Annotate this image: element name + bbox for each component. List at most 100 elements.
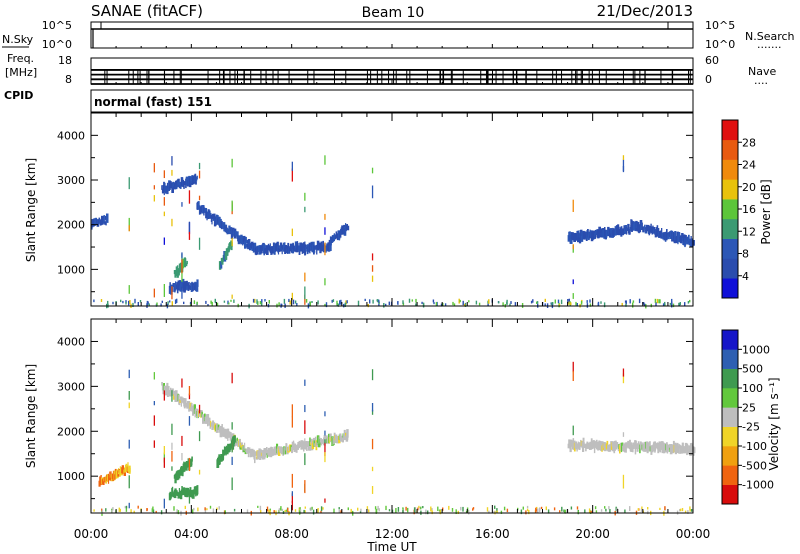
echo-cell (127, 462, 129, 472)
echo-cell (184, 182, 186, 185)
noise-streak (371, 486, 374, 494)
echo-cell (646, 441, 649, 449)
echo-cell (176, 490, 178, 494)
ground-scatter-cell (155, 510, 157, 514)
echo-cell (186, 463, 188, 471)
noise-streak (371, 409, 374, 415)
noise-streak (231, 237, 233, 247)
noise-streak (128, 225, 130, 232)
echo-cell (239, 445, 242, 450)
echo-cell (580, 229, 583, 240)
ground-scatter-cell (340, 510, 342, 514)
noise-streak (291, 416, 293, 428)
echo-cell (198, 410, 200, 417)
noise-streak (128, 402, 130, 409)
echo-cell (244, 442, 246, 451)
power-cbar-tick-label: 24 (742, 159, 756, 172)
ground-scatter-cell (331, 299, 333, 303)
ground-scatter-cell (687, 301, 690, 304)
ground-scatter-cell (378, 303, 380, 306)
noise-streak (291, 404, 293, 418)
echo-cell (244, 240, 247, 249)
noise-streak (171, 488, 173, 496)
ground-scatter-cell (261, 299, 263, 303)
ground-scatter-cell (402, 510, 404, 514)
noise-streak (128, 369, 130, 379)
echo-cell (587, 234, 590, 241)
noise-streak (291, 491, 293, 497)
ground-scatter-cell (333, 508, 335, 513)
echo-cell (582, 230, 585, 240)
ground-scatter-cell (551, 302, 553, 306)
power-colorbar: 4 8 12 16 20 24 28 (721, 119, 756, 299)
noise-streak (304, 192, 306, 201)
ground-scatter-cell (460, 506, 462, 511)
ground-scatter-cell (419, 507, 421, 510)
echo-cell (175, 281, 177, 291)
noise-streak (304, 420, 306, 434)
ground-scatter-cell (320, 510, 322, 514)
echo-cell (234, 230, 237, 236)
noise-streak (188, 494, 191, 504)
noise-streak (622, 159, 625, 173)
ground-scatter-cell (129, 300, 131, 304)
echo-cell (333, 437, 335, 445)
noise-streak (371, 253, 374, 261)
echo-cell (175, 180, 177, 188)
ground-scatter-cell (268, 509, 270, 514)
vel-cbar-swatch (722, 426, 738, 447)
ground-scatter-cell (294, 509, 297, 512)
ground-scatter-cell (584, 509, 586, 513)
ground-scatter-cell (298, 507, 300, 513)
noise-streak (371, 275, 374, 282)
echo-cell (627, 223, 630, 231)
echo-cell (319, 438, 322, 443)
noise-streak (181, 378, 183, 388)
ground-scatter-cell (681, 508, 684, 512)
ground-scatter-cell (629, 506, 631, 511)
echo-cell (575, 441, 577, 446)
echo-cell (161, 382, 163, 386)
ground-scatter-cell (292, 299, 295, 305)
ground-scatter-cell (608, 506, 610, 510)
freq-left-tick-top: 18 (58, 54, 72, 67)
echo-cell (192, 175, 195, 182)
ground-scatter-cell (658, 299, 660, 304)
echo-cell (639, 444, 641, 454)
ground-scatter-cell (304, 510, 306, 514)
ground-scatter-cell (448, 505, 450, 510)
ground-scatter-cell (604, 506, 606, 509)
ground-scatter-cell (605, 508, 607, 512)
echo-cell (693, 240, 695, 246)
noise-streak (171, 156, 173, 166)
ground-scatter-cell (216, 302, 219, 306)
noise-streak (291, 493, 293, 504)
echo-cell (619, 444, 621, 454)
nsky-left-tick-top: 10^5 (42, 19, 72, 32)
ground-scatter-cell (259, 301, 262, 305)
echo-cell (281, 247, 283, 255)
ground-scatter-cell (405, 506, 407, 511)
ground-scatter-cell (357, 300, 360, 306)
ground-scatter-cell (223, 300, 226, 303)
echo-cell (660, 232, 663, 239)
noise-streak (163, 498, 165, 509)
ground-scatter-cell (112, 507, 114, 511)
ground-scatter-cell (664, 506, 666, 510)
noise-streak (291, 500, 293, 511)
ground-scatter-cell (438, 509, 441, 512)
ground-scatter-cell (324, 303, 326, 307)
noise-streak (128, 217, 130, 232)
echo-cell (175, 488, 177, 496)
echo-cell (326, 244, 329, 251)
noise-streak (304, 480, 306, 494)
noise-streak (371, 185, 374, 199)
ground-scatter-cell (616, 507, 618, 513)
ground-scatter-cell (655, 302, 657, 306)
ground-scatter-cell (520, 509, 523, 515)
echo-cell (185, 280, 188, 289)
ground-scatter-cell (184, 505, 186, 509)
echo-cell (616, 442, 619, 446)
echo-cell (199, 206, 202, 215)
echo-cell (213, 213, 216, 220)
